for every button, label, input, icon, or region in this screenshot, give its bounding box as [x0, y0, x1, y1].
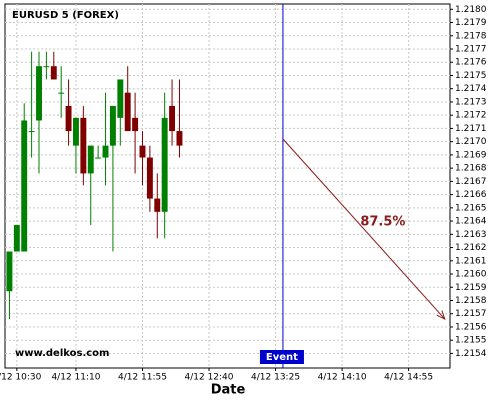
y-tick-label: 1.2174	[455, 84, 487, 94]
y-tick-label: 1.2166	[455, 190, 487, 200]
y-tick-label: 1.2158	[455, 296, 487, 306]
x-tick-label: 4/12 10:30	[0, 373, 42, 383]
candle-body	[28, 131, 35, 133]
event-label: Event	[266, 352, 298, 363]
x-tick-label: 4/12 11:10	[51, 373, 100, 383]
y-tick-label: 1.2164	[455, 217, 487, 227]
candle-body	[95, 157, 102, 159]
y-tick-label: 1.2160	[455, 270, 487, 280]
candle-body	[154, 198, 161, 212]
y-tick-label: 1.2167	[455, 177, 487, 187]
candle-body	[58, 92, 65, 94]
candle-body	[87, 145, 94, 174]
projection-arrow	[282, 138, 446, 320]
x-tick-label: 4/12 11:55	[118, 373, 167, 383]
candle-body	[139, 145, 146, 158]
candle-body	[65, 105, 72, 132]
y-tick-label: 1.2159	[455, 283, 487, 293]
candle-body	[73, 117, 79, 146]
x-tick-label: 4/12 14:10	[318, 373, 367, 383]
y-tick-label: 1.2173	[455, 97, 487, 107]
arrow-label: 87.5%	[360, 215, 405, 230]
candle-body	[169, 105, 176, 132]
watermark: www.delkos.com	[15, 348, 109, 359]
x-axis-label: Date	[211, 383, 246, 398]
candle-body	[161, 117, 168, 212]
x-tick-label: 4/12 13:25	[251, 373, 300, 383]
y-tick-label: 1.2163	[455, 230, 487, 240]
arrow-head	[436, 310, 446, 320]
y-tick-label: 1.2176	[455, 58, 487, 68]
candle-body	[50, 66, 57, 80]
y-tick-label: 1.2171	[455, 124, 487, 134]
x-tick-label: 4/12 12:40	[185, 373, 234, 383]
y-tick-label: 1.2175	[455, 71, 487, 81]
x-tick-label: 4/12 14:55	[384, 373, 433, 383]
plot-area	[4, 3, 451, 369]
candle-body	[146, 157, 153, 199]
y-tick-label: 1.2162	[455, 243, 487, 253]
chart-title: EURUSD 5 (FOREX)	[12, 10, 119, 21]
y-tick-label: 1.2178	[455, 31, 487, 41]
candle-body	[176, 131, 183, 146]
y-tick-label: 1.2157	[455, 309, 487, 319]
candle-body	[43, 66, 50, 68]
y-tick-label: 1.2156	[455, 322, 487, 332]
candle-body	[132, 117, 139, 132]
y-tick-label: 1.2169	[455, 150, 487, 160]
y-tick-label: 1.2154	[455, 349, 487, 359]
y-tick-label: 1.2161	[455, 256, 487, 266]
y-tick-label: 1.2168	[455, 164, 487, 174]
y-tick-label: 1.2172	[455, 111, 487, 121]
candle-body	[21, 120, 28, 252]
event-label-box	[259, 350, 304, 364]
candle-body	[36, 66, 42, 121]
candle-body	[117, 79, 124, 118]
y-tick-label: 1.2155	[455, 336, 487, 346]
y-tick-label: 1.2165	[455, 203, 487, 213]
candle-body	[102, 145, 109, 158]
y-tick-label: 1.2170	[455, 137, 487, 147]
y-tick-label: 1.2177	[455, 45, 487, 55]
candle-body	[109, 105, 116, 146]
candle-body	[80, 117, 87, 174]
y-tick-label: 1.2180	[455, 5, 487, 15]
candle-body	[6, 251, 13, 292]
candle-body	[13, 225, 20, 252]
y-tick-label: 1.2179	[455, 18, 487, 28]
candle-body	[124, 92, 131, 132]
